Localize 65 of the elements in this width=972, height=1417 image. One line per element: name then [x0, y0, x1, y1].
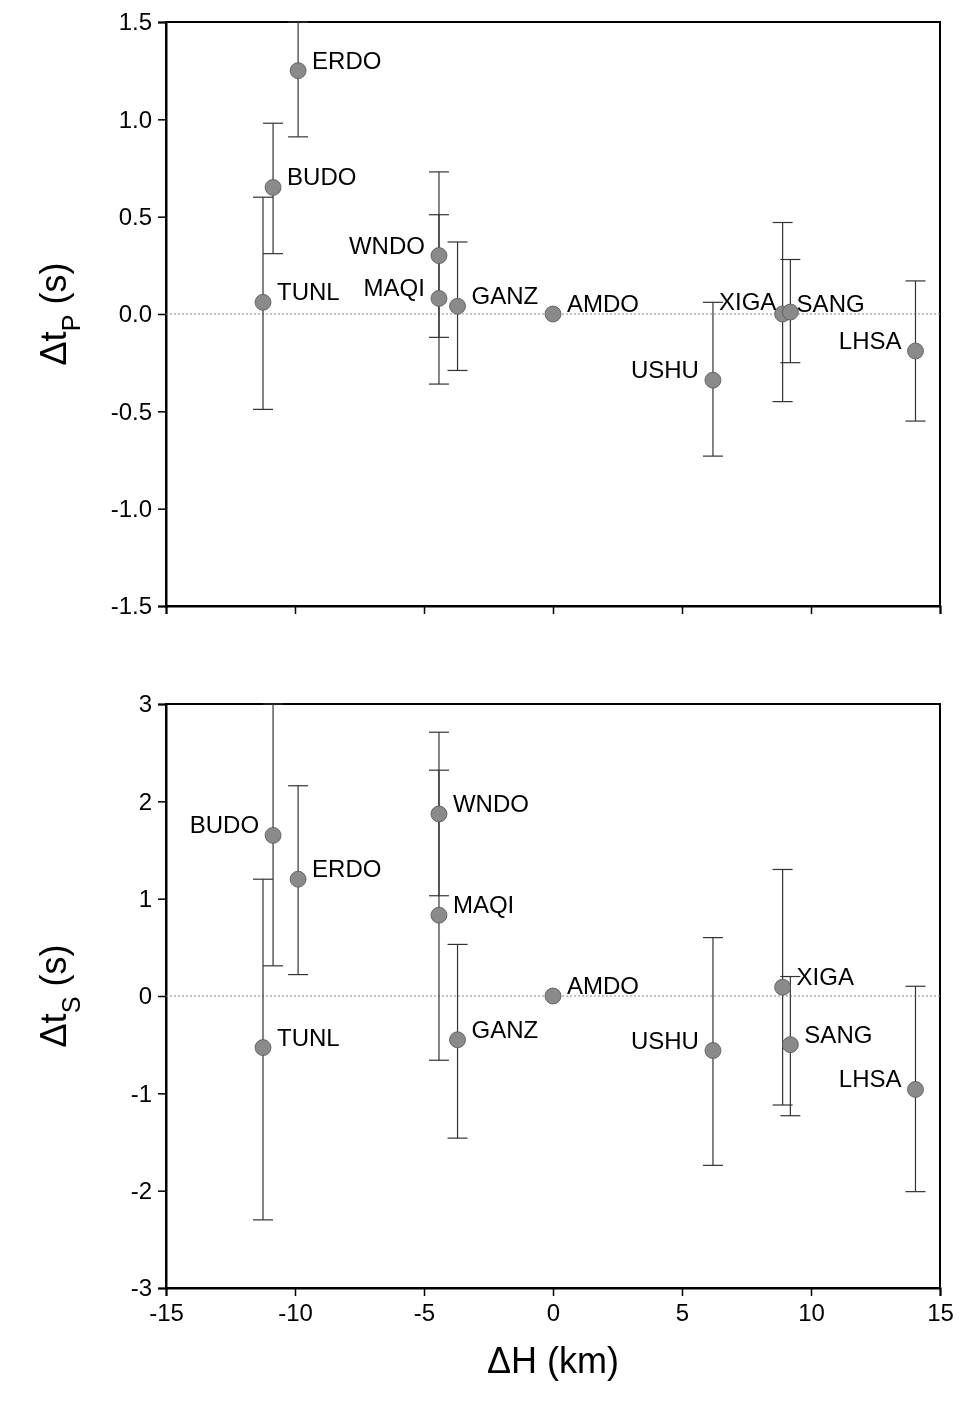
point	[430, 247, 448, 264]
annotation: AMDO	[567, 290, 639, 317]
annotation: GANZ	[471, 282, 539, 310]
point	[430, 805, 448, 823]
annotation: BUDO	[287, 163, 357, 191]
point	[449, 1031, 466, 1049]
point	[449, 297, 466, 315]
point	[289, 62, 307, 80]
point	[907, 342, 924, 360]
x-tick-label: 0	[546, 1299, 561, 1327]
point	[430, 906, 448, 924]
point	[544, 305, 562, 323]
annotation: WNDO	[348, 231, 425, 259]
annotation: LHSA	[838, 1065, 902, 1093]
point	[781, 303, 799, 321]
x-tick-label: -5	[413, 1299, 436, 1327]
y-tick-label: 1	[138, 884, 152, 912]
point	[907, 1081, 924, 1098]
annotation: ERDO	[312, 855, 382, 883]
y-tick-label: 3	[138, 690, 152, 718]
x-tick-label: -10	[278, 1299, 313, 1327]
annotation: XIGA	[796, 963, 854, 991]
annotation: LHSA	[838, 326, 902, 354]
point	[254, 293, 272, 311]
y-tick-label: 1.5	[118, 8, 152, 36]
annotation: WNDO	[452, 789, 529, 817]
point	[264, 179, 282, 196]
annotation: SANG	[804, 1020, 873, 1048]
annotation: MAQI	[363, 274, 425, 302]
annotation: BUDO	[189, 811, 260, 839]
annotation: USHU	[630, 1026, 699, 1054]
point	[544, 987, 562, 1005]
annotation: TUNL	[277, 278, 340, 306]
point	[704, 371, 722, 389]
y-tick-label: -1.0	[110, 494, 152, 522]
x-axis-title: ΔH (km)	[486, 1340, 620, 1381]
y-tick-label: -3	[130, 1274, 152, 1302]
point	[704, 1042, 722, 1059]
y-tick-label: 1.0	[118, 105, 152, 133]
annotation: AMDO	[567, 972, 639, 999]
x-tick-label: 5	[675, 1299, 690, 1327]
point	[430, 290, 448, 307]
point	[774, 978, 791, 996]
annotation: ERDO	[312, 46, 382, 74]
annotation: TUNL	[277, 1023, 340, 1051]
point	[254, 1039, 272, 1056]
point	[289, 870, 307, 888]
annotation: MAQI	[452, 891, 515, 919]
point	[264, 827, 282, 844]
annotation: XIGA	[719, 288, 777, 316]
x-tick-label: 15	[927, 1299, 954, 1327]
y-tick-label: -1.5	[110, 592, 152, 620]
y-tick-label: -1	[130, 1079, 152, 1107]
y-tick-label: -0.5	[110, 397, 152, 425]
y-tick-label: 2	[138, 787, 152, 815]
annotation: USHU	[630, 356, 699, 384]
y-tick-label: 0.5	[118, 202, 152, 230]
annotation: SANG	[796, 290, 865, 317]
x-tick-label: -15	[149, 1299, 184, 1327]
point	[781, 1036, 799, 1054]
y-tick-label: 0	[138, 982, 152, 1010]
annotation: GANZ	[471, 1015, 539, 1043]
y-tick-label: -2	[130, 1176, 152, 1204]
y-tick-label: 0.0	[118, 300, 152, 328]
x-tick-label: 10	[798, 1299, 825, 1327]
